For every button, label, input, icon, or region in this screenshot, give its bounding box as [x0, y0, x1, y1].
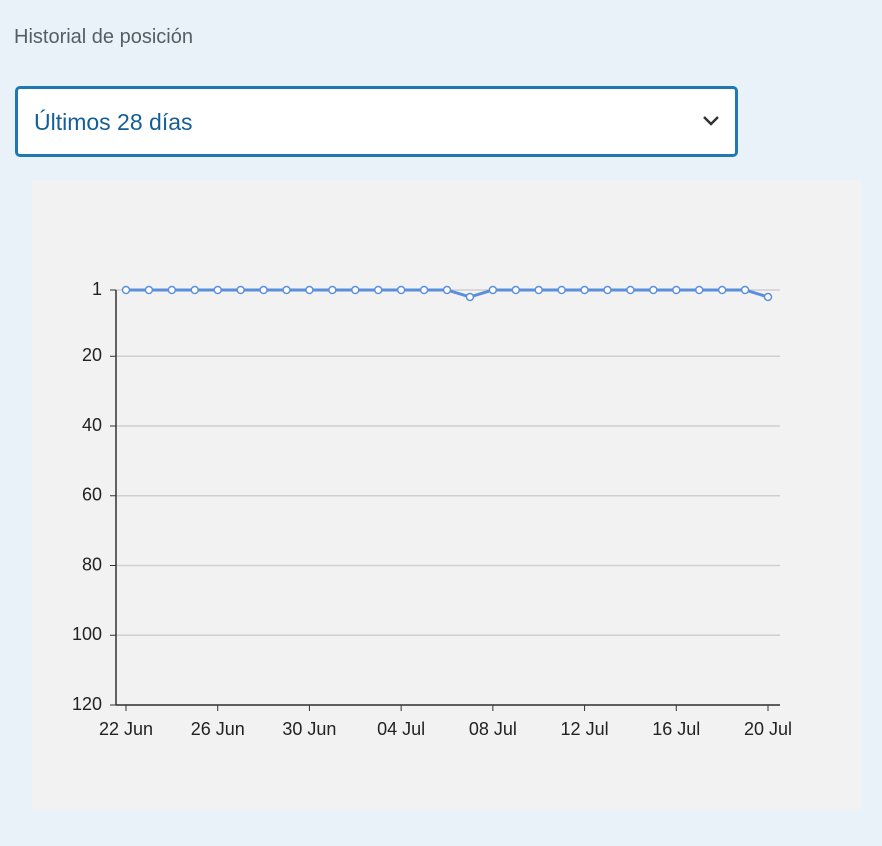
point: [740, 285, 750, 295]
point: [672, 285, 681, 295]
point: [465, 292, 475, 302]
point: [236, 285, 245, 295]
y-tick-label: 80: [82, 554, 102, 574]
point: [717, 285, 727, 295]
point: [442, 285, 452, 295]
point: [534, 285, 543, 295]
x-tick-label: 04 Jul: [377, 719, 425, 739]
point: [488, 285, 498, 295]
point: [328, 285, 337, 295]
x-tick-label: 26 Jun: [191, 719, 245, 739]
point: [213, 285, 222, 295]
point: [351, 285, 360, 295]
y-tick-label: 60: [82, 485, 102, 505]
x-tick-label: 12 Jul: [561, 719, 609, 739]
select-label: Últimos 28 días: [34, 109, 193, 135]
point: [580, 285, 589, 295]
point: [649, 285, 658, 295]
point: [121, 285, 131, 295]
point: [373, 285, 383, 295]
point: [763, 292, 773, 302]
x-tick-label: 16 Jul: [652, 719, 700, 739]
point: [190, 285, 200, 295]
x-tick-label: 22 Jun: [99, 719, 153, 739]
point: [259, 285, 268, 295]
y-tick-label: 40: [82, 415, 102, 435]
y-tick-label: 20: [82, 345, 102, 365]
x-tick-label: 20 Jul: [744, 719, 792, 739]
section-title: Historial de posición: [14, 26, 193, 48]
y-tick-label: 120: [72, 694, 102, 714]
x-tick-label: 08 Jul: [469, 719, 517, 739]
period-select[interactable]: Últimos 28 días: [15, 86, 738, 157]
point: [305, 285, 314, 295]
point: [557, 285, 566, 295]
y-tick-label: 1: [92, 279, 102, 299]
point: [144, 285, 154, 295]
point: [419, 285, 429, 295]
point: [511, 285, 521, 295]
chevron: [703, 116, 719, 126]
x-tick-label: 30 Jun: [282, 719, 336, 739]
point: [694, 285, 704, 295]
point: [396, 285, 406, 295]
y-tick-label: 100: [72, 624, 102, 644]
point: [626, 285, 635, 295]
point: [282, 285, 291, 295]
point: [603, 285, 612, 295]
point: [167, 285, 177, 295]
